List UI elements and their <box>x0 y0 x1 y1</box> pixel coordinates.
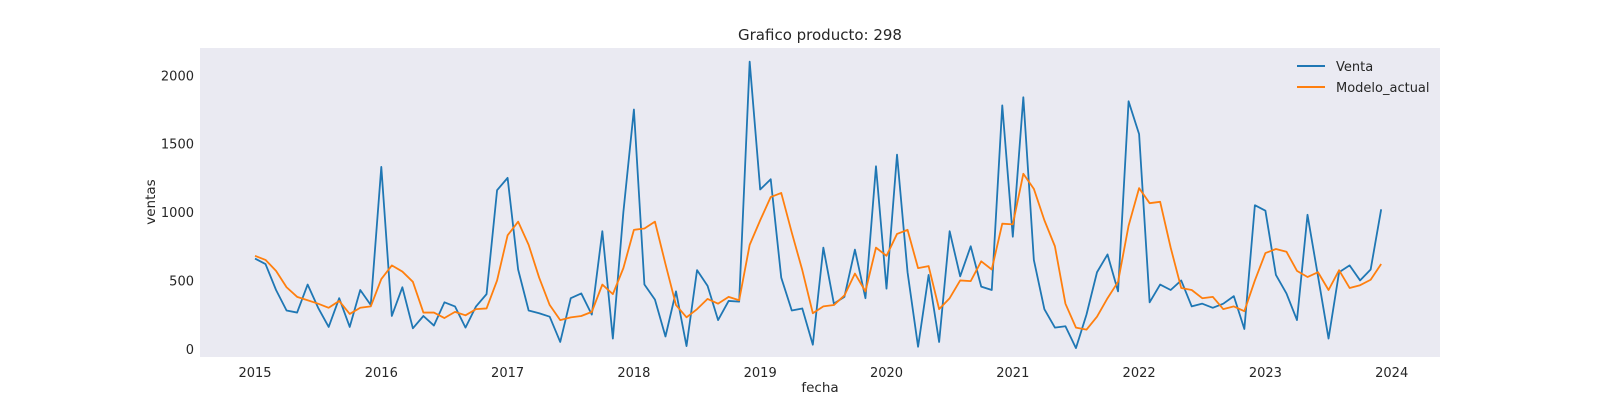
series-lines <box>254 60 1383 350</box>
x-tick-label: 2015 <box>238 366 271 381</box>
y-tick-label: 1000 <box>161 206 194 221</box>
x-tick-label: 2019 <box>744 366 777 381</box>
y-tick-label: 1500 <box>161 138 194 153</box>
x-tick-label: 2017 <box>491 366 524 381</box>
y-axis-label: ventas <box>143 179 159 224</box>
x-tick-label: 2018 <box>617 366 650 381</box>
chart-title: Grafico producto: 298 <box>738 26 902 44</box>
legend-label: Modelo_actual <box>1336 81 1430 96</box>
x-axis-ticks: 2015 2016 2017 2018 2019 2020 2021 2022 2023 2024 <box>238 366 1408 381</box>
x-tick-label: 2023 <box>1249 366 1282 381</box>
y-tick-label: 500 <box>169 274 194 289</box>
series-line-venta <box>254 60 1383 350</box>
x-tick-label: 2022 <box>1123 366 1156 381</box>
y-tick-label: 0 <box>186 343 194 358</box>
x-axis-label: fecha <box>801 380 838 396</box>
legend: Venta Modelo_actual <box>1297 60 1430 96</box>
x-tick-label: 2016 <box>365 366 398 381</box>
y-axis-ticks: 0 500 1000 1500 2000 <box>161 69 194 357</box>
series-line-modelo-actual <box>254 172 1382 331</box>
x-tick-label: 2024 <box>1375 366 1408 381</box>
x-tick-label: 2020 <box>870 366 903 381</box>
plot-background <box>200 48 1440 357</box>
legend-label: Venta <box>1336 60 1373 75</box>
x-tick-label: 2021 <box>996 366 1029 381</box>
y-tick-label: 2000 <box>161 69 194 84</box>
